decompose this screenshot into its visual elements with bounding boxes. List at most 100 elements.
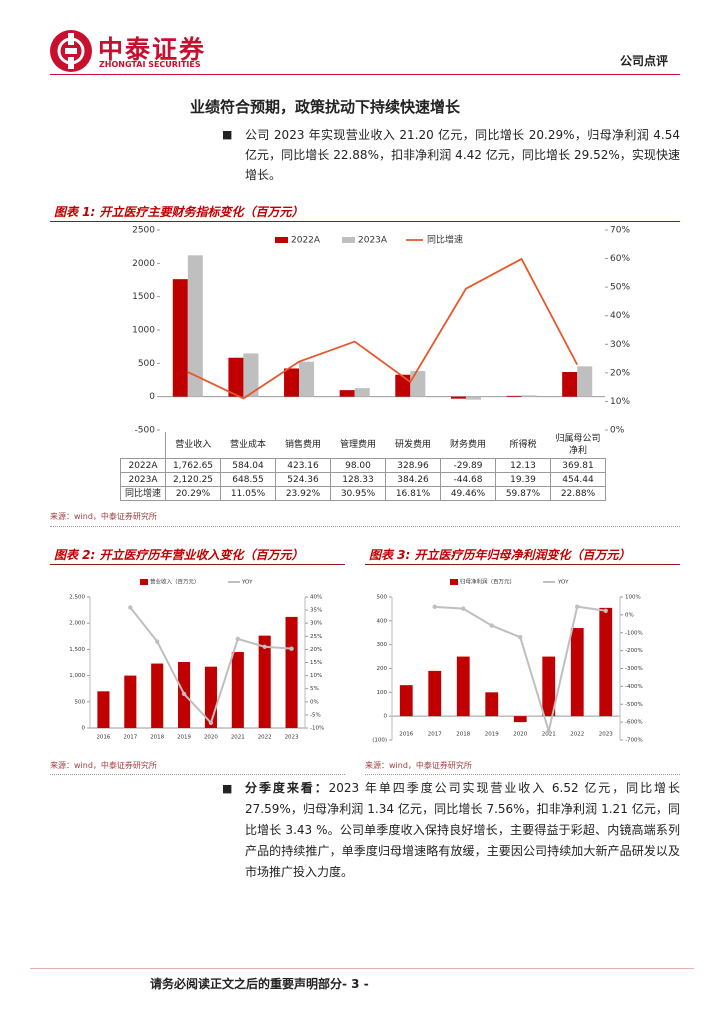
data-label: 11.05% [220,486,276,501]
data-label: 1,762.65 [165,458,221,473]
y-tick-label: 500 [377,595,388,601]
data-label: -44.68 [440,472,496,487]
y-tick-label: 1500 [132,292,155,302]
bar [577,366,593,397]
bar [450,396,466,399]
y2-tick-label: 40% [310,595,322,601]
y2-tick-label: 30% [310,621,322,627]
x-tick-label: 2019 [485,732,499,738]
legend-swatch [450,579,458,585]
x-tick-label: 2017 [428,732,442,738]
y-tick-label: 2,500 [69,595,85,601]
y-tick-label: 0 [82,726,86,732]
x-tick-label: 2018 [150,735,164,741]
x-tick-label: 2022 [570,732,584,738]
table-row: 2022A 1,762.65 584.04 423.16 98.00 328.96 -29.… [120,458,606,473]
data-label: 49.46% [440,486,496,501]
bar [187,255,203,397]
data-label: 12.13 [495,458,551,473]
row-header: 2023A [120,472,166,487]
bullet: ■ [222,128,233,141]
y-tick-label: 2,000 [69,621,85,627]
y-tick-label: 2500 [132,226,155,236]
bar [521,395,537,397]
y-tick-label: -500 [135,426,156,436]
y-tick-label: (100) [372,738,387,744]
legend-label: 2023A [358,236,388,246]
logo-icon [50,30,92,72]
y2-tick-label: -100% [625,630,643,636]
bar [399,685,413,717]
data-label: 20.29% [165,486,221,501]
legend-swatch [275,237,288,243]
divider [50,774,345,775]
data-label: 2,120.25 [165,472,221,487]
data-label: 23.92% [275,486,331,501]
data-label: 369.81 [550,458,606,473]
bar [513,716,527,723]
legend-label: YOY [557,580,569,586]
y2-tick-label: 0% [625,612,634,618]
y-tick-label: 400 [377,618,388,624]
y-tick-label: 100 [377,690,388,696]
data-label: 524.36 [275,472,331,487]
table-row: 2023A 2,120.25 648.55 524.36 128.33 384.26 -44… [120,472,606,487]
bar [456,656,470,717]
data-label: 98.00 [330,458,386,473]
marker [461,606,466,611]
x-tick-label: 2020 [204,735,218,741]
table-corner [120,432,166,459]
chart-title: 图表 2: 开立医疗历年营业收入变化（百万元） [50,545,345,565]
marker [489,623,494,628]
y-tick-label: 200 [377,666,388,672]
y-tick-label: 2000 [132,259,155,269]
divider [50,526,680,527]
y2-tick-label: -300% [625,666,643,672]
bar [428,670,442,717]
y2-tick-label: -5% [310,712,321,718]
bar [570,628,584,717]
data-label: 128.33 [330,472,386,487]
y2-tick-label: -600% [625,720,643,726]
marker [289,646,294,651]
x-tick-label: 2019 [177,735,191,741]
y2-tick-label: -10% [310,726,324,732]
y2-tick-label: 30% [610,340,630,350]
y-tick-label: 500 [75,699,86,705]
marker [575,604,580,609]
x-tick-label: 2016 [399,732,413,738]
bar [284,368,300,397]
marker [154,639,160,644]
data-label: 584.04 [220,458,276,473]
bar [285,616,298,728]
legend-label: 2022A [291,236,321,246]
footer-rule [30,968,694,969]
paragraph-text: 2023 年单四季度公司实现营业收入 6.52 亿元，同比增长 27.59%，归… [245,781,680,879]
x-tick-label: 2016 [96,735,110,741]
x-tick-label: 2022 [258,735,272,741]
x-tick-label: 研发费用 [385,432,441,459]
legend-swatch [140,579,148,585]
chart-source: 来源：wind，中泰证券研究所 [365,761,472,770]
report-type: 公司点评 [620,54,669,68]
chart-source: 来源：wind，中泰证券研究所 [50,512,157,521]
footer-notice: 请务必阅读正文之后的重要声明部分- 3 - [150,975,369,992]
y2-tick-label: 40% [610,311,630,321]
chart: 0 500 1,000 1,500 2,000 2,500 -10% -5% 0% 5% 10% 15… [69,578,324,741]
legend-label: 营业收入（百万元） [150,578,200,586]
footer-text: 请务必阅读正文之后的重要声明部分 [150,977,343,991]
paragraph-lead: 分季度来看： [245,781,329,795]
y2-tick-label: 5% [310,686,319,692]
y2-tick-label: -400% [625,684,643,690]
x-tick-label: 所得税 [495,432,551,459]
data-table: 营业收入 营业成本 销售费用 管理费用 研发费用 财务费用 所得税 归属母公司净利 2022A 1… [120,432,606,501]
bar [395,374,411,397]
bar [231,652,244,728]
paragraph: 分季度来看：2023 年单四季度公司实现营业收入 6.52 亿元，同比增长 27… [245,778,680,883]
bar [506,395,522,397]
chart: (100) 0 100 200 300 400 500 -700% -600% -500% -400… [372,578,643,744]
y2-tick-label: 20% [610,368,630,378]
bar [124,675,137,728]
data-label: 30.95% [330,486,386,501]
